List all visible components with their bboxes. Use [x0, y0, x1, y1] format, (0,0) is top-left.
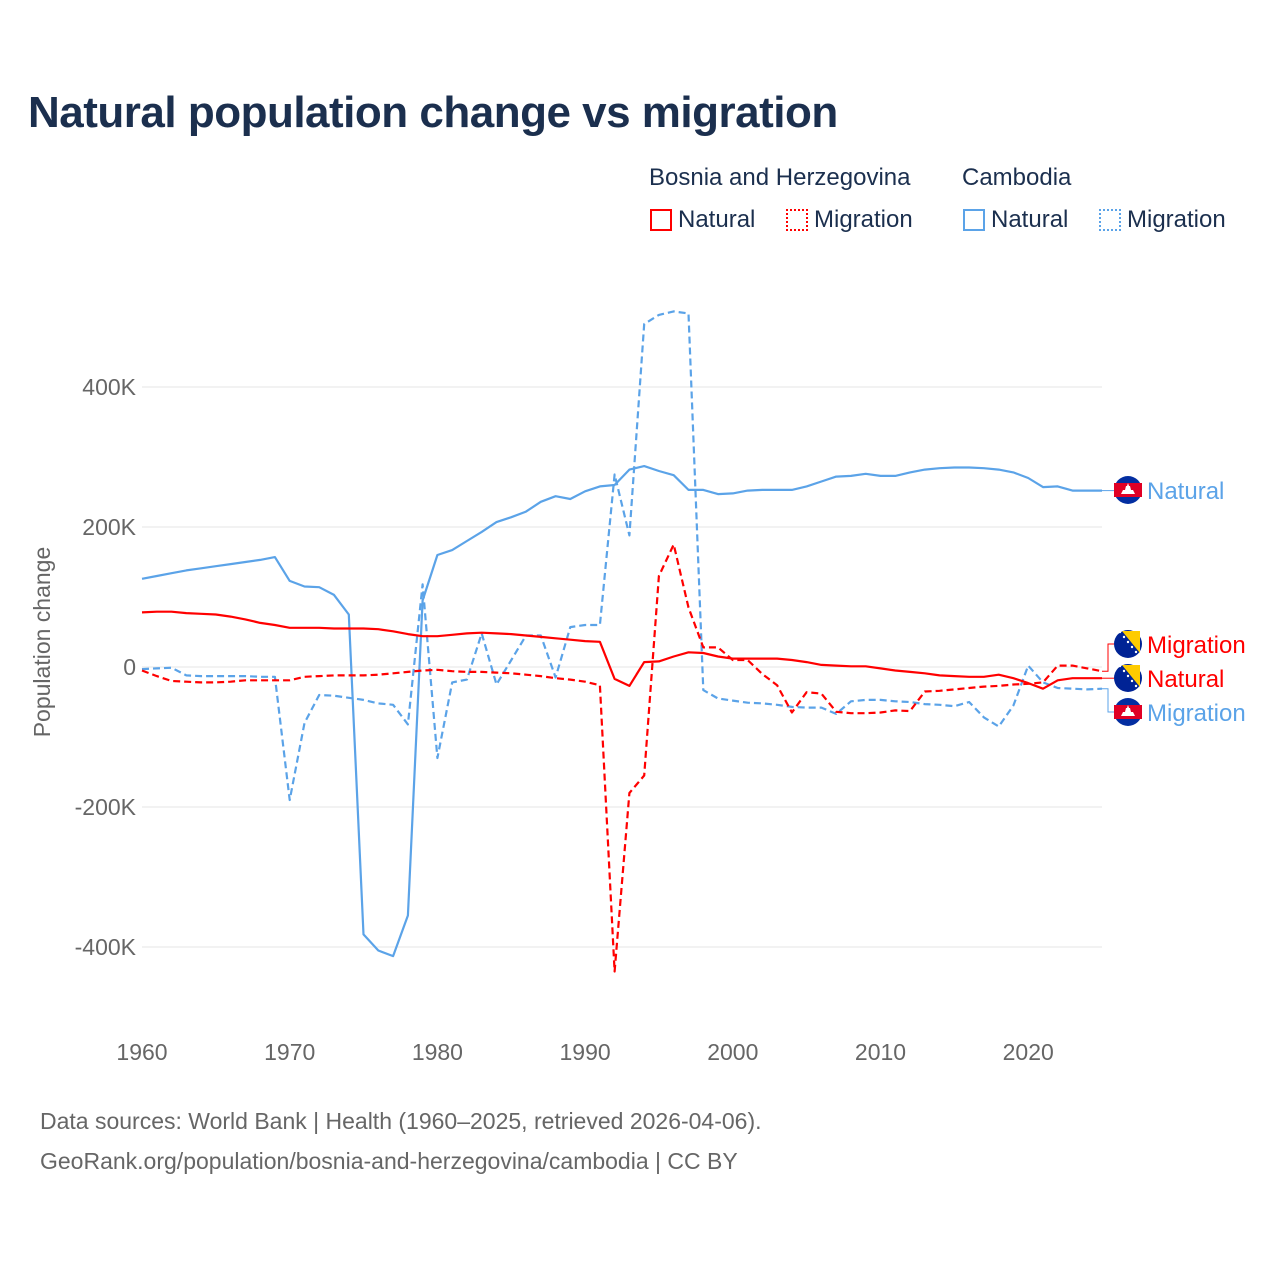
series-line-bosnia-and-herzegovina-natural: [141, 610, 1102, 690]
legend-group-bosnia: Bosnia and Herzegovina: [649, 164, 911, 191]
flag-star: [1130, 645, 1134, 649]
flag-temple: [1121, 705, 1135, 716]
x-tick-label: 1960: [116, 1039, 167, 1065]
legend-cambodia-natural[interactable]: Natural: [963, 206, 1068, 234]
flag-star: [1134, 650, 1138, 654]
label-connector: [1102, 643, 1114, 672]
flag-star: [1122, 635, 1126, 639]
chart-plot: 400K 200K 0 -200K -400K 1960 1970 1980 1990 2000 2…: [29, 310, 1246, 1065]
footer-sources: Data sources: World Bank | Health (1960–…: [40, 1108, 762, 1134]
footer-link[interactable]: GeoRank.org/population/bosnia-and-herzeg…: [40, 1148, 738, 1174]
end-label: Migration: [1147, 632, 1246, 659]
y-tick-label: -200K: [75, 794, 137, 820]
x-tick-label: 2020: [1003, 1039, 1054, 1065]
y-tick-label: 0: [123, 654, 136, 680]
end-label: Natural: [1147, 666, 1224, 693]
legend-swatch-solid: [963, 209, 985, 231]
x-tick-label: 2000: [707, 1039, 758, 1065]
legend-label: Natural: [991, 206, 1069, 233]
chart-title: Natural population change vs migration: [28, 88, 838, 137]
legend-swatch-dotted: [1099, 209, 1121, 231]
bosnia-flag-icon: [1114, 664, 1142, 692]
legend-group-cambodia: Cambodia: [962, 164, 1072, 191]
x-tick-label: 1970: [264, 1039, 315, 1065]
x-tick-label: 1980: [412, 1039, 463, 1065]
series-line-cambodia-migration: [141, 310, 1103, 802]
flag-star: [1122, 669, 1126, 673]
flag-triangle: [1122, 665, 1140, 687]
x-tick-label: 2010: [855, 1039, 906, 1065]
label-connector: [1102, 688, 1114, 713]
end-label: Migration: [1147, 700, 1246, 727]
legend-bosnia-migration[interactable]: Migration: [786, 206, 913, 234]
series-line-bosnia-and-herzegovina-migration: [141, 543, 1103, 973]
flag-star: [1118, 664, 1122, 668]
cambodia-flag-icon: [1114, 476, 1142, 504]
flag-star: [1134, 684, 1138, 688]
flag-star: [1126, 640, 1130, 644]
x-tick-label: 1990: [560, 1039, 611, 1065]
y-axis-label: Population change: [29, 547, 55, 738]
series-line-cambodia-natural: [141, 465, 1102, 958]
legend-cambodia-migration[interactable]: Migration: [1099, 206, 1226, 234]
flag-temple: [1121, 483, 1135, 494]
legend-label: Migration: [814, 206, 913, 233]
legend-swatch-dotted: [786, 209, 808, 231]
flag-star: [1130, 679, 1134, 683]
flag-star: [1118, 630, 1122, 634]
y-tick-label: 400K: [82, 374, 136, 400]
flag-triangle: [1122, 631, 1140, 653]
legend-label: Natural: [678, 206, 756, 233]
y-tick-label: 200K: [82, 514, 136, 540]
y-tick-label: -400K: [75, 934, 137, 960]
cambodia-flag-icon: [1114, 698, 1142, 726]
flag-star: [1126, 674, 1130, 678]
end-label: Natural: [1147, 478, 1224, 505]
legend-swatch-solid: [650, 209, 672, 231]
legend-bosnia-natural[interactable]: Natural: [650, 206, 755, 234]
legend-label: Migration: [1127, 206, 1226, 233]
bosnia-flag-icon: [1114, 630, 1142, 658]
